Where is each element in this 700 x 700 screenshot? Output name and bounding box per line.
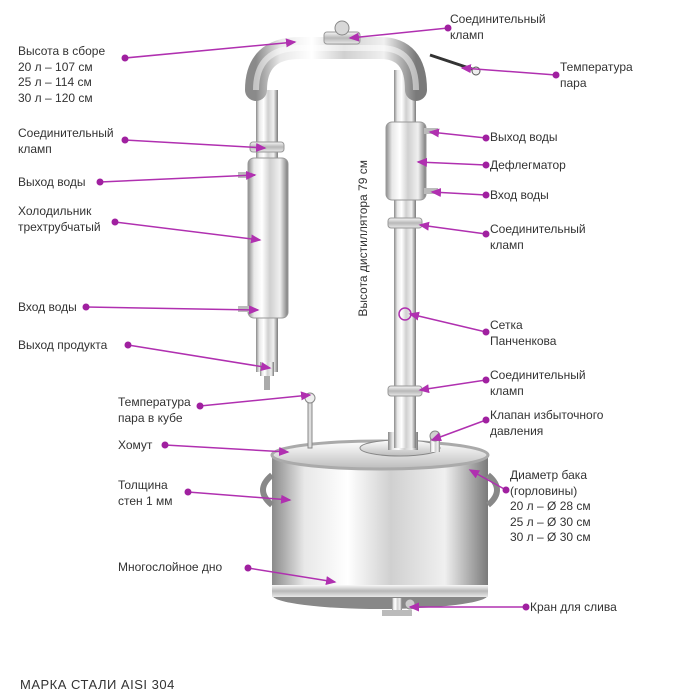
callout-l6: Выход продукта	[18, 338, 107, 354]
callout-r3: Выход воды	[490, 130, 558, 146]
callout-r4: Дефлегматор	[490, 158, 566, 174]
steel-grade-footer: МАРКА СТАЛИ AISI 304	[20, 677, 175, 692]
callout-r7: Сетка Панченкова	[490, 318, 556, 349]
callout-r6: Соединительный кламп	[490, 222, 586, 253]
callout-l8: Хомут	[118, 438, 152, 454]
distiller-height-label: Высота дистиллятора 79 см	[356, 160, 370, 317]
callout-r2: Температура пара	[560, 60, 633, 91]
callout-r9: Клапан избыточного давления	[490, 408, 603, 439]
callout-r1: Соединительный кламп	[450, 12, 546, 43]
callout-l5: Вход воды	[18, 300, 77, 316]
callout-r11: Кран для слива	[530, 600, 617, 616]
callout-r5: Вход воды	[490, 188, 549, 204]
callout-l2: Соединительный кламп	[18, 126, 114, 157]
callout-l10: Многослойное дно	[118, 560, 222, 576]
callout-l3: Выход воды	[18, 175, 86, 191]
callout-r10: Диаметр бака (горловины) 20 л – Ø 28 см …	[510, 468, 591, 546]
callout-l4: Холодильник трехтрубчатый	[18, 204, 101, 235]
callout-l1: Высота в сборе 20 л – 107 см 25 л – 114 …	[18, 44, 105, 106]
callout-l7: Температура пара в кубе	[118, 395, 191, 426]
callout-r8: Соединительный кламп	[490, 368, 586, 399]
callout-l9: Толщина стен 1 мм	[118, 478, 173, 509]
